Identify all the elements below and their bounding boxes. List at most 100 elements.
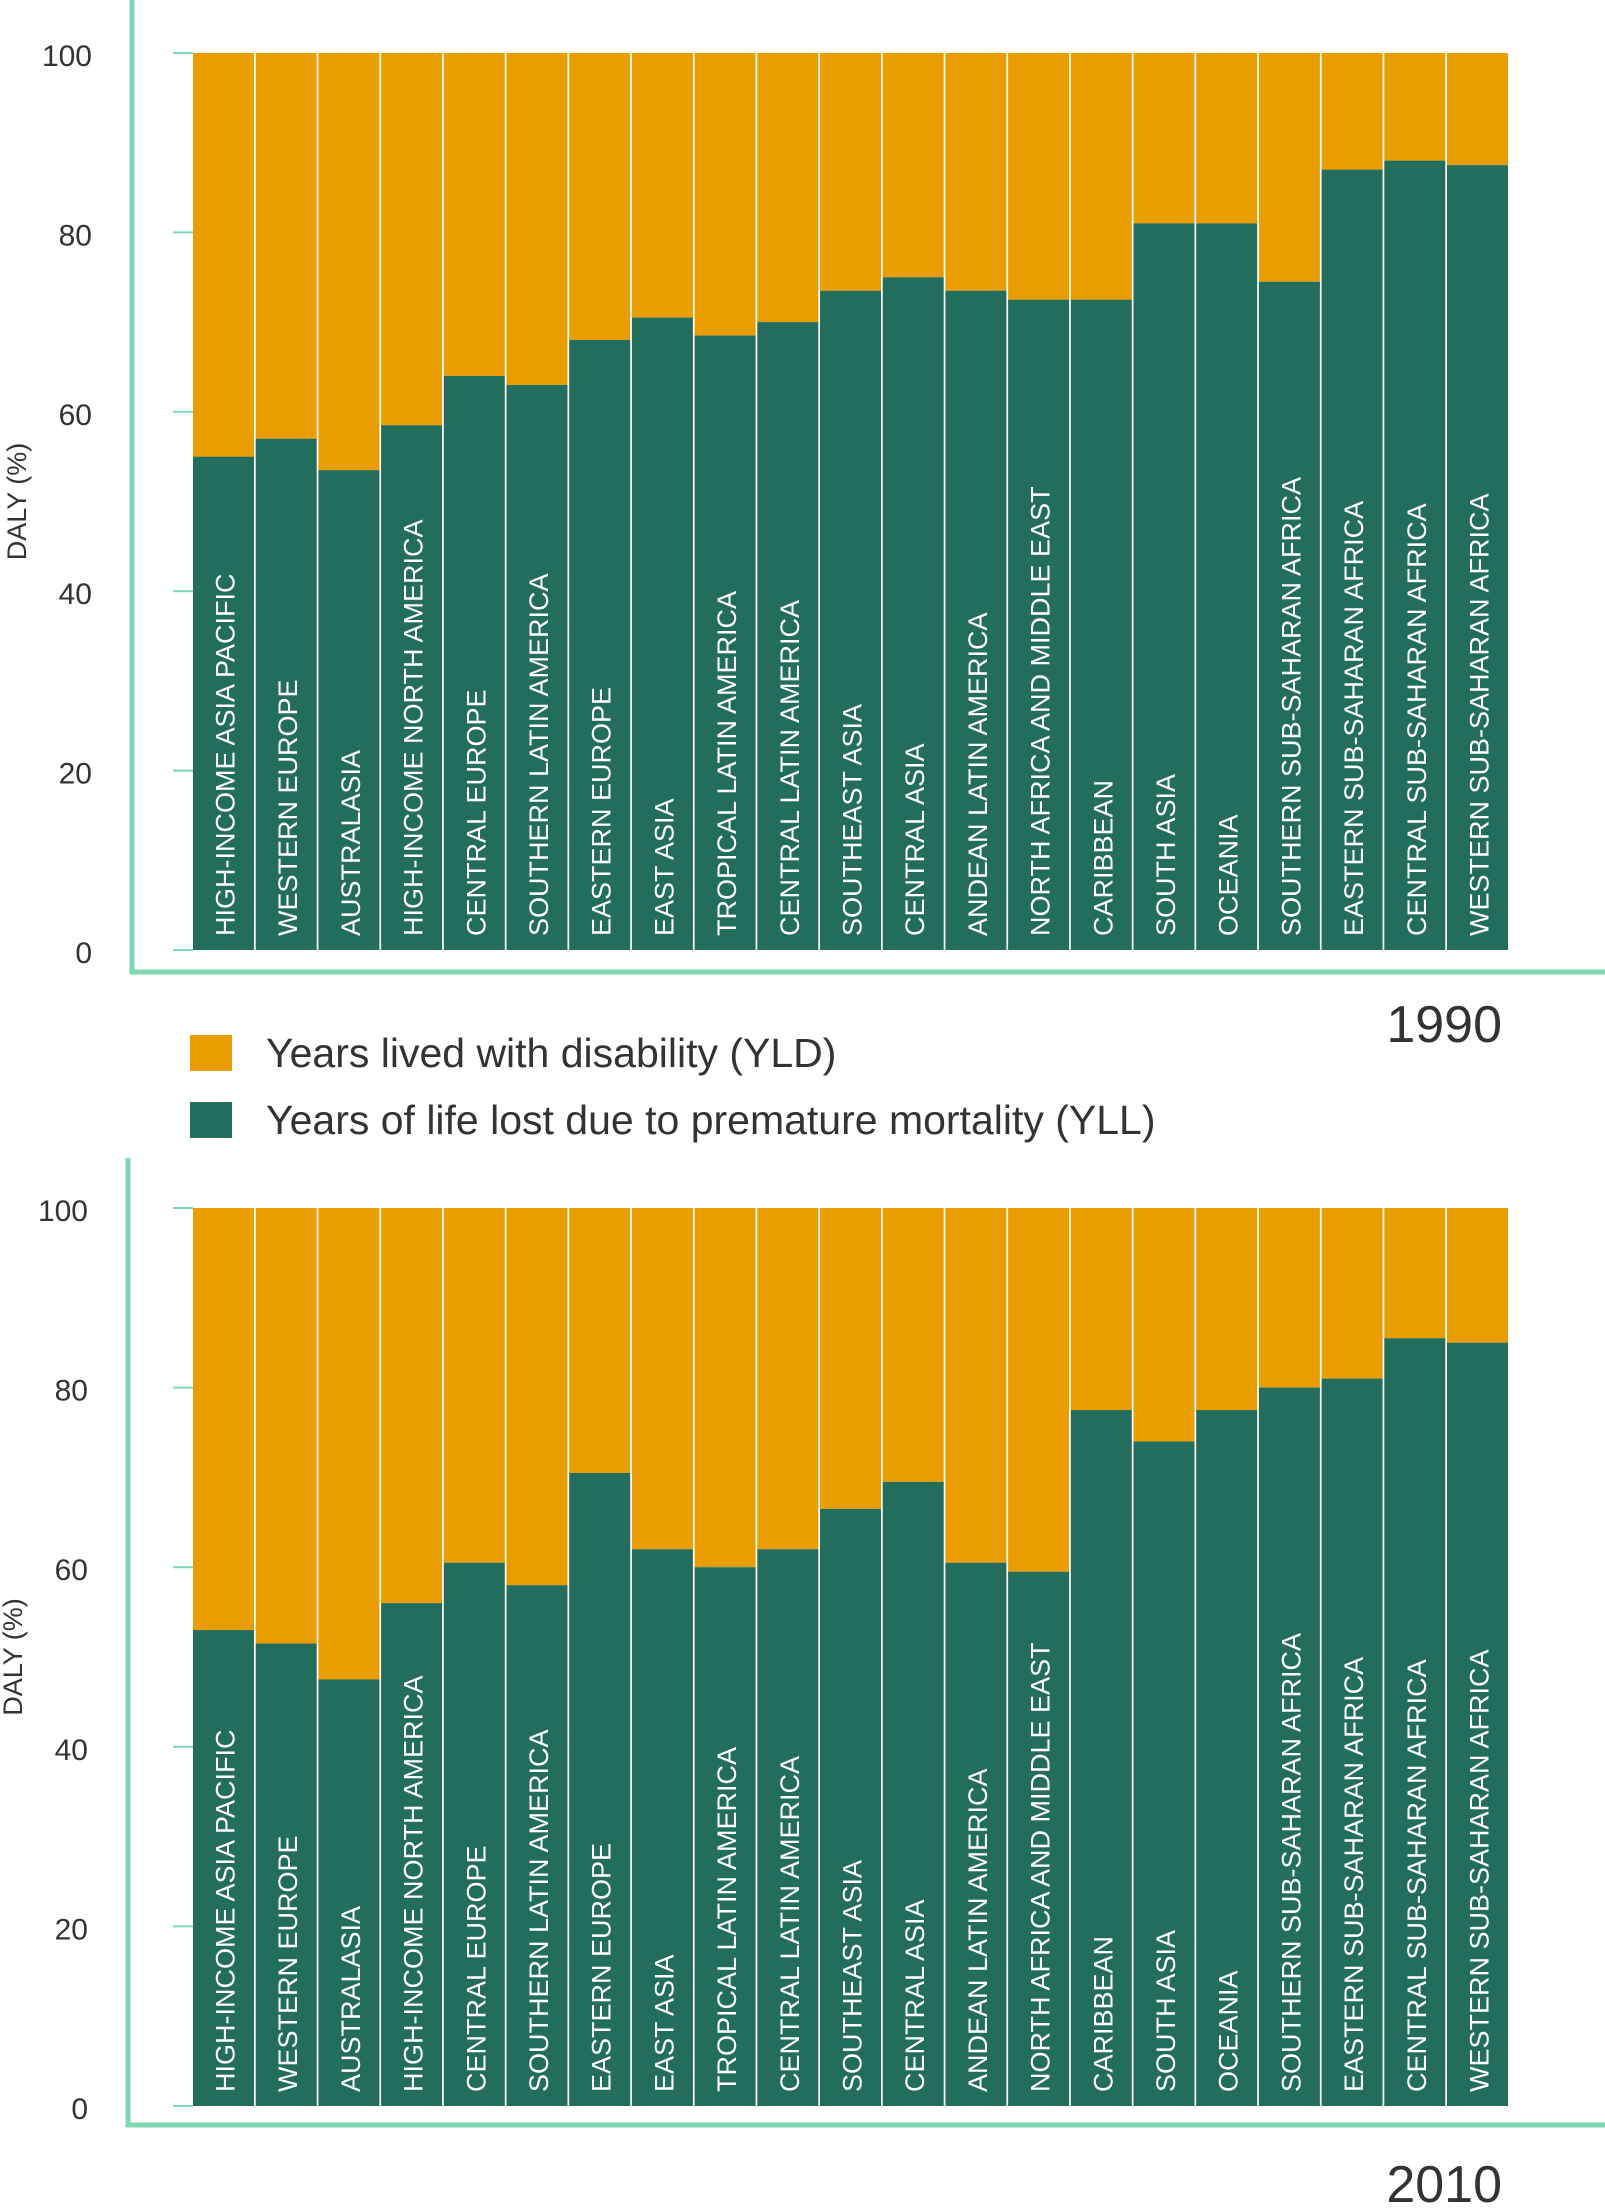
bar-yll xyxy=(945,1562,1007,2106)
bar-yll xyxy=(1321,1378,1383,2106)
bar-yld xyxy=(1070,1208,1132,1411)
bar-yld xyxy=(381,53,443,426)
y-tick-label: 0 xyxy=(71,2093,88,2126)
bar-yld xyxy=(757,1208,819,1550)
bar-yll xyxy=(757,322,819,951)
category-label: CENTRAL EUROPE xyxy=(461,689,491,936)
bar-yll xyxy=(1384,160,1446,950)
bar-yll xyxy=(1008,299,1070,950)
category-label: CARIBBEAN xyxy=(1088,780,1118,936)
bar-yld xyxy=(945,53,1007,291)
bar-yll xyxy=(193,1630,254,2106)
category-label: NORTH AFRICA AND MIDDLE EAST xyxy=(1026,486,1056,936)
y-tick-label: 40 xyxy=(59,578,92,611)
bar-yll xyxy=(945,290,1007,951)
chart-title-year: 1990 xyxy=(1386,996,1502,1054)
bar-yld xyxy=(694,53,756,336)
category-label: CARIBBEAN xyxy=(1088,1936,1118,2092)
bar-yll xyxy=(1258,281,1320,950)
bar-yld xyxy=(255,1208,317,1644)
y-tick-label: 100 xyxy=(42,40,92,73)
bar-yll xyxy=(1196,223,1258,950)
y-tick-label: 0 xyxy=(75,937,92,970)
bar-yld xyxy=(1133,53,1195,224)
y-axis-label: DALY (%) xyxy=(0,1598,28,1716)
legend-swatch-yll xyxy=(190,1102,232,1138)
bar-yld xyxy=(1384,1208,1446,1339)
bar-yld xyxy=(882,1208,944,1482)
bar-yll xyxy=(381,425,443,950)
legend-label-yld: Years lived with disability (YLD) xyxy=(266,1030,837,1076)
category-label: EASTERN EUROPE xyxy=(587,1843,617,2092)
bar-yll xyxy=(381,1603,443,2106)
category-label: SOUTHEAST ASIA xyxy=(838,1860,868,2092)
bar-yll xyxy=(569,1472,631,2106)
bar-yld xyxy=(1070,53,1132,300)
bar-yld xyxy=(757,53,819,323)
bar-yll xyxy=(820,290,881,951)
bar-yll xyxy=(506,384,568,950)
bar-yll xyxy=(569,340,631,950)
bar-yll xyxy=(1133,1441,1195,2106)
chart-2010: 0 20 40 60 80 100 HIGH-INCOME ASIA PACIFIC WEST… xyxy=(0,1158,1605,2208)
bar-yld xyxy=(1258,1208,1320,1388)
bar-yld xyxy=(318,53,380,471)
bar-yld xyxy=(1133,1208,1195,1442)
bar-yld xyxy=(1196,1208,1258,1411)
bar-yld xyxy=(506,1208,568,1586)
category-label: WESTERN EUROPE xyxy=(273,1835,303,2092)
category-label: SOUTHEAST ASIA xyxy=(838,704,868,936)
category-label: WESTERN EUROPE xyxy=(273,679,303,936)
y-tick-label: 80 xyxy=(55,1375,88,1408)
bar-yld xyxy=(1321,53,1383,170)
bar-yll xyxy=(1070,299,1132,950)
chart-title-year: 2010 xyxy=(1386,2156,1502,2208)
category-label: WESTERN SUB-SAHARAN AFRICA xyxy=(1465,1649,1495,2092)
bar-yld xyxy=(193,1208,254,1631)
bar-yld xyxy=(820,1208,881,1509)
bar-yld xyxy=(381,1208,443,1604)
legend-yll: Years of life lost due to premature mort… xyxy=(190,1100,1156,1141)
y-tick-label: 100 xyxy=(38,1195,88,1228)
category-label: WESTERN SUB-SAHARAN AFRICA xyxy=(1465,493,1495,936)
category-label: SOUTH ASIA xyxy=(1151,774,1181,936)
bar-yll xyxy=(1008,1571,1070,2106)
category-label: CENTRAL LATIN AMERICA xyxy=(775,1756,805,2092)
bar-yld xyxy=(1258,53,1320,282)
bar-yll xyxy=(506,1585,568,2106)
category-label: HIGH-INCOME ASIA PACIFIC xyxy=(211,1729,241,2092)
category-label: EAST ASIA xyxy=(649,1954,679,2092)
category-label: CENTRAL ASIA xyxy=(900,743,930,936)
y-tick-label: 20 xyxy=(55,1913,88,1946)
category-label: AUSTRALASIA xyxy=(336,1906,366,2092)
bar-yll xyxy=(1258,1387,1320,2106)
bar-yld xyxy=(1384,53,1446,161)
category-label: OCEANIA xyxy=(1214,814,1244,936)
bar-yll xyxy=(1133,223,1195,950)
bar-yld xyxy=(1008,53,1070,300)
bar-yld xyxy=(193,53,254,457)
category-label: EASTERN SUB-SAHARAN AFRICA xyxy=(1339,501,1369,936)
category-label: TROPICAL LATIN AMERICA xyxy=(712,1747,742,2092)
bar-yll xyxy=(694,335,756,950)
bar-yll xyxy=(255,1643,317,2106)
category-label: ANDEAN LATIN AMERICA xyxy=(963,612,993,936)
category-label: HIGH-INCOME NORTH AMERICA xyxy=(399,1675,429,2092)
bar-yld xyxy=(255,53,317,439)
bar-yll xyxy=(255,438,317,950)
legend-swatch-yld xyxy=(190,1035,232,1071)
bar-yld xyxy=(569,53,631,341)
bar-yld xyxy=(631,1208,693,1550)
category-label: CENTRAL SUB-SAHARAN AFRICA xyxy=(1402,503,1432,936)
y-tick-label: 60 xyxy=(59,399,92,432)
y-tick-label: 80 xyxy=(59,219,92,252)
bar-yld xyxy=(506,53,568,385)
category-label: CENTRAL EUROPE xyxy=(461,1845,491,2092)
bar-yll xyxy=(1447,165,1508,950)
bar-yld xyxy=(443,1208,505,1563)
category-label: EASTERN EUROPE xyxy=(587,687,617,936)
bar-yld xyxy=(1008,1208,1070,1572)
category-label: SOUTHERN LATIN AMERICA xyxy=(524,1729,554,2092)
bar-yll xyxy=(1196,1410,1258,2106)
category-label: CENTRAL ASIA xyxy=(900,1899,930,2092)
